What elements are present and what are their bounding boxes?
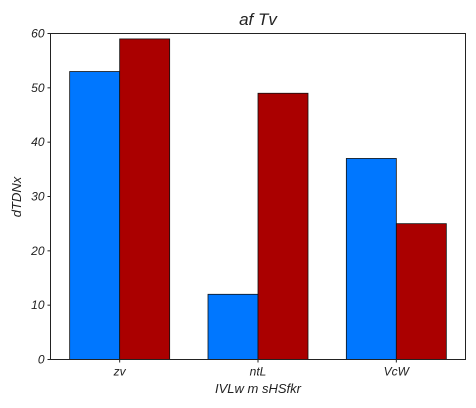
chart-title: af Tv bbox=[239, 10, 278, 29]
bar-ntL-series-2 bbox=[257, 92, 309, 360]
y-tick-label: 10 bbox=[31, 298, 45, 312]
x-tick-label-zv: zv bbox=[113, 365, 127, 379]
bars-group bbox=[69, 38, 447, 360]
y-tick-label: 0 bbox=[38, 353, 45, 367]
y-axis: 0 10 20 30 40 50 60 bbox=[30, 27, 51, 367]
x-axis: zv ntL VcW bbox=[113, 359, 411, 379]
y-axis-label: dTDNx bbox=[9, 176, 24, 217]
x-tick-label-VcW: VcW bbox=[384, 365, 411, 379]
x-axis-label: IVLw m sHSfkr bbox=[215, 381, 302, 396]
bar-VcW-series-1 bbox=[345, 158, 397, 360]
y-tick-label: 60 bbox=[31, 27, 45, 41]
bar-ntL-series-1 bbox=[207, 293, 259, 360]
bar-VcW-series-2 bbox=[395, 223, 447, 360]
x-tick-label-ntL: ntL bbox=[250, 365, 267, 379]
y-tick-label: 40 bbox=[31, 135, 45, 149]
bar-zv-series-1 bbox=[69, 71, 121, 360]
bar-zv-series-2 bbox=[119, 38, 171, 360]
y-tick-label: 30 bbox=[31, 190, 45, 204]
y-tick-label: 50 bbox=[31, 81, 45, 95]
y-tick-label: 20 bbox=[30, 244, 45, 258]
